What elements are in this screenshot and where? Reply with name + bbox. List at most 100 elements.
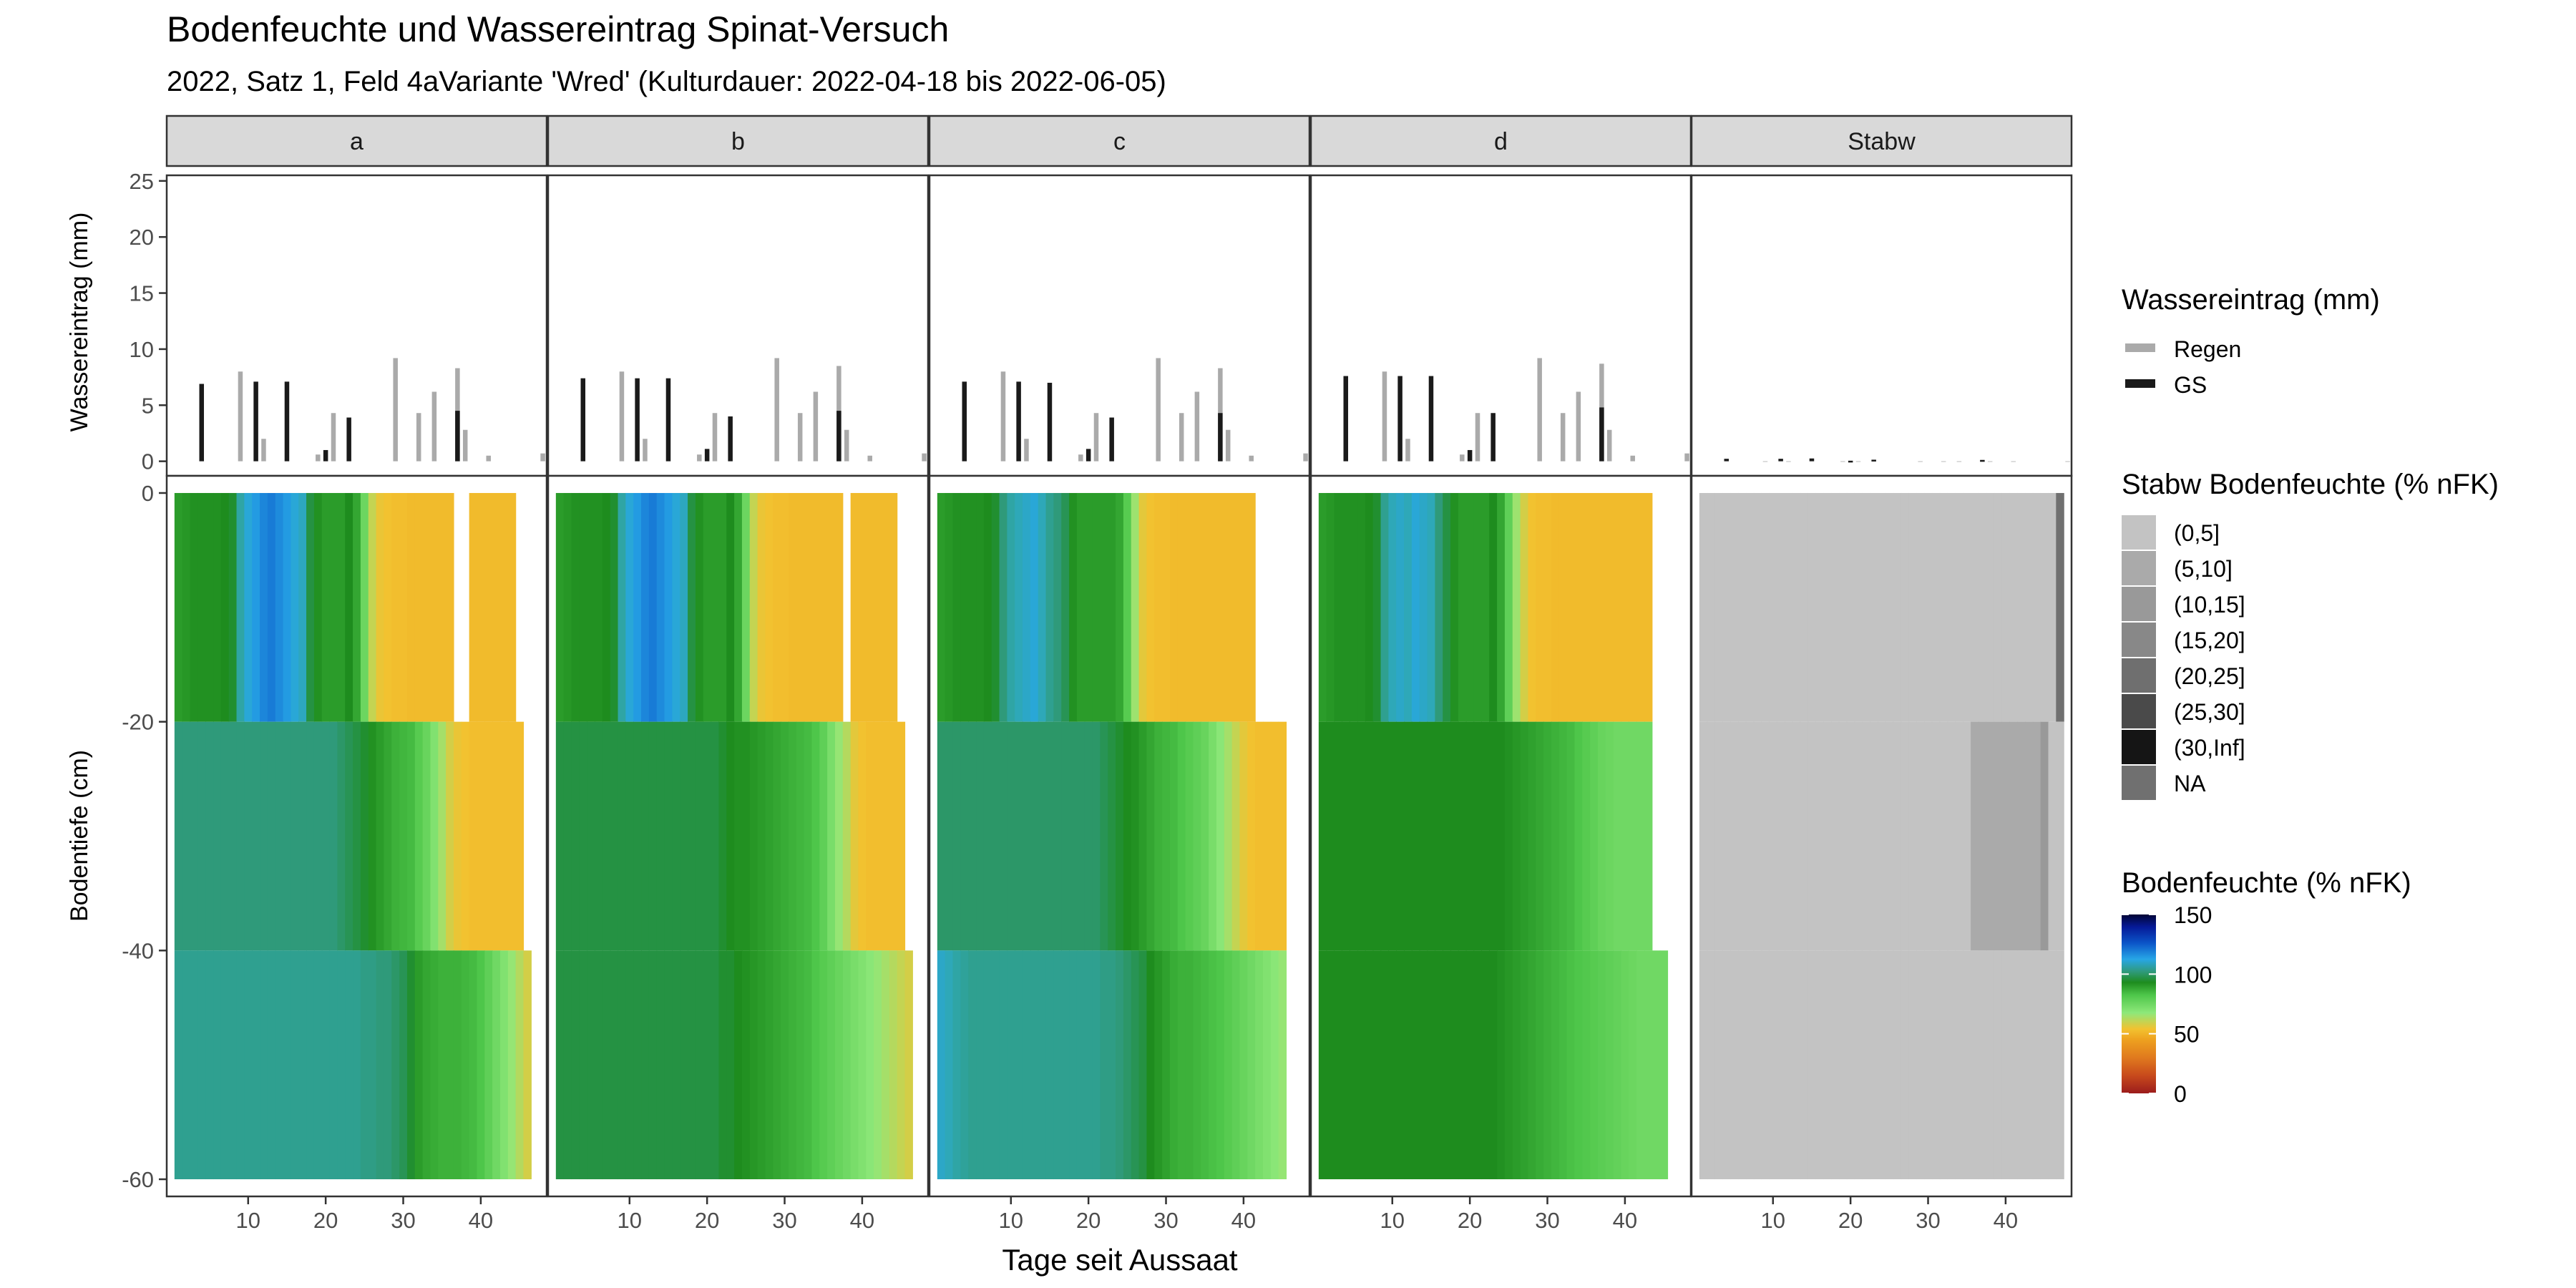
colorbar [2122,914,2156,1093]
moisture-cell [1722,950,1731,1180]
moisture-cell [726,950,735,1180]
moisture-cell [1838,950,1848,1180]
moisture-cell [1644,721,1653,951]
x-axes: 10 20 30 40 10 20 30 40 10 20 30 40 10 20 30 40 10 20 30 40 [236,1196,2018,1233]
moisture-cell [563,492,572,722]
moisture-cell [1745,950,1755,1180]
moisture-cell [1084,492,1093,722]
moisture-cell [999,721,1008,951]
moisture-cell [1528,492,1536,722]
regen-bar [619,371,625,462]
moisture-cell [1162,721,1171,951]
moisture-cell [1512,950,1521,1180]
moisture-cell [1738,950,1747,1180]
moisture-cell [337,950,346,1180]
moisture-cell [1621,492,1629,722]
moisture-cell [952,721,961,951]
moisture-cell [811,721,820,951]
moisture-cell [1465,950,1475,1180]
facet-d: d [1309,114,1692,1198]
moisture-cell [2032,950,2041,1180]
water-panel-bg [167,175,547,476]
moisture-cell [1255,950,1264,1180]
moisture-cell [1644,950,1653,1180]
moisture-cell [1318,950,1327,1180]
moisture-cell [1908,721,1917,951]
moisture-cell [1015,721,1023,951]
moisture-cell [1045,492,1054,722]
moisture-cell [1177,492,1186,722]
moisture-cell [1870,721,1878,951]
moisture-cell [1838,721,1848,951]
moisture-cell [734,492,743,722]
moisture-cell [1380,492,1389,722]
moisture-cell [945,950,954,1180]
moisture-cell [507,492,517,722]
moisture-cell [1520,721,1529,951]
moisture-cell [337,721,346,951]
moisture-cell [453,721,462,951]
regen-bar [238,371,243,462]
moisture-cell [321,721,331,951]
moisture-cell [1209,721,1217,951]
moisture-cell [298,721,307,951]
moisture-cell [453,950,462,1180]
moisture-cell [1061,721,1070,951]
moisture-cell [1971,721,1979,951]
legend-label-stabw: (20,25] [2174,663,2245,689]
y-axis-label-wassereintrag: Wassereintrag (mm) [66,213,93,432]
regen-bar [797,413,803,462]
moisture-cell [1753,950,1762,1180]
moisture-cell [1558,721,1568,951]
moisture-cell [298,492,307,722]
moisture-cell [399,950,408,1180]
moisture-cell [306,721,315,951]
moisture-cell [1038,492,1047,722]
moisture-cell [1761,950,1770,1180]
moisture-cell [1007,950,1015,1180]
moisture-cell [1785,721,1793,951]
moisture-cell [595,492,603,722]
regen-bar [540,453,545,462]
moisture-cell [1807,950,1816,1180]
moisture-cell [1334,492,1342,722]
moisture-cell [484,492,493,722]
moisture-cell [1885,492,1894,722]
moisture-cell [571,492,580,722]
moisture-cell [1963,492,1971,722]
moisture-cell [1138,950,1148,1180]
moisture-cell [1543,721,1552,951]
x-tick-label: 10 [1761,1208,1785,1233]
moisture-cell [1629,721,1637,951]
gs-bar [580,378,586,462]
gs-bar [346,417,351,462]
moisture-cell [174,721,183,951]
moisture-cell [1443,721,1451,951]
moisture-cell [1076,721,1085,951]
moisture-cell [1076,492,1085,722]
moisture-cell [244,721,253,951]
moisture-cell [1270,950,1279,1180]
moisture-cell [1955,950,1963,1180]
moisture-cell [819,492,828,722]
moisture-cell [999,492,1008,722]
moisture-cell [1753,721,1762,951]
moisture-cell [1185,492,1194,722]
gs-bar [704,449,710,462]
moisture-cell [1862,492,1870,722]
moisture-cell [804,950,813,1180]
moisture-cell [1916,721,1925,951]
moisture-cell [1504,721,1513,951]
water-panel-bg [1692,175,2072,476]
y-axis-label-bodentiefe: Bodentiefe (cm) [66,750,93,922]
moisture-cell [1177,721,1186,951]
moisture-cell [1621,950,1629,1180]
moisture-cell [788,950,797,1180]
gs-bar [1343,376,1349,462]
moisture-cell [1707,950,1716,1180]
moisture-cell [976,721,985,951]
moisture-cell [1854,721,1863,951]
moisture-cell [991,950,1000,1180]
moisture-cell [1792,950,1801,1180]
moisture-cell [1939,492,1948,722]
